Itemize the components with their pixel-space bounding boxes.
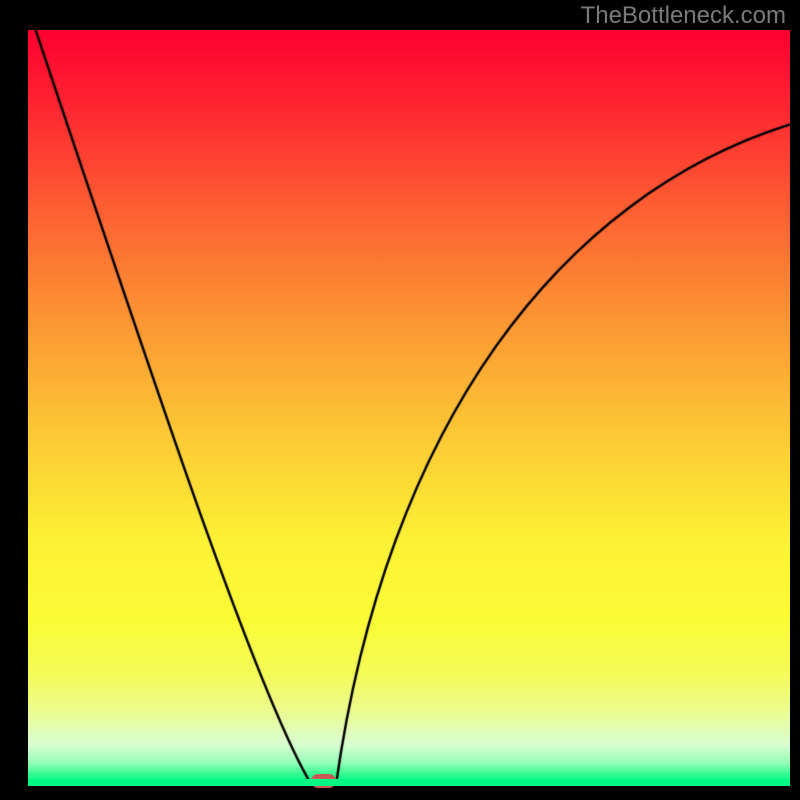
- chart-container: TheBottleneck.com: [0, 0, 800, 800]
- plot-area: [28, 30, 790, 786]
- bottom-band: [28, 779, 790, 786]
- watermark-text: TheBottleneck.com: [581, 2, 786, 30]
- bottleneck-curve: [28, 30, 790, 786]
